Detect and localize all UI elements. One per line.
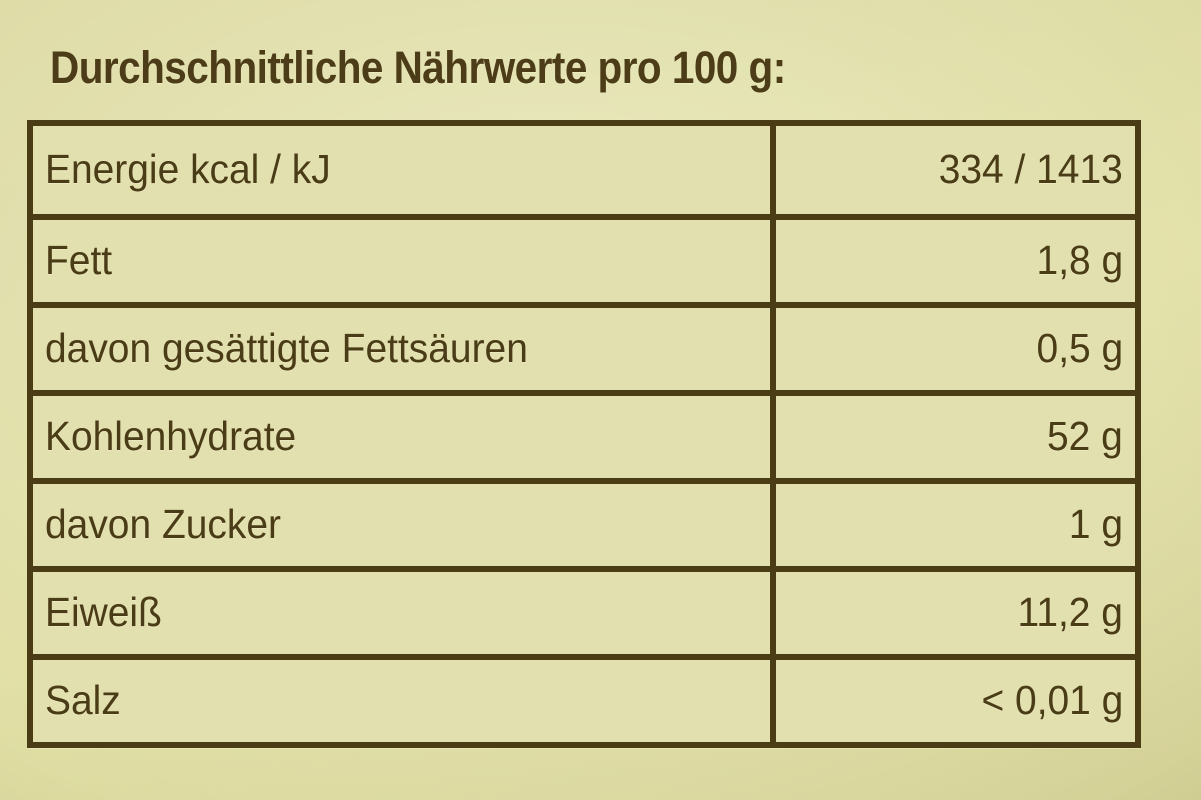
nutrient-value-cell: 11,2 g	[770, 566, 1135, 654]
nutrient-value-kohlenhydrate: 52 g	[1047, 413, 1123, 460]
nutrient-name-zucker: davon Zucker	[45, 501, 281, 548]
nutrient-name-cell: davon gesättigte Fettsäuren	[33, 302, 770, 390]
table-row: davon Zucker 1 g	[33, 478, 1135, 566]
nutrient-value-salz: < 0,01 g	[981, 677, 1123, 724]
nutrient-name-cell: Eiweiß	[33, 566, 770, 654]
nutrient-name-cell: Salz	[33, 654, 770, 742]
nutrient-value-energie: 334 / 1413	[938, 146, 1123, 193]
nutrient-value-gesaettigte-fettsaeuren: 0,5 g	[1036, 325, 1123, 372]
nutrient-name-salz: Salz	[45, 677, 121, 724]
page-title: Durchschnittliche Nährwerte pro 100 g:	[50, 42, 786, 93]
nutrient-name-eiweiss: Eiweiß	[45, 589, 162, 636]
nutrient-name-cell: Energie kcal / kJ	[33, 126, 770, 214]
table-row: Energie kcal / kJ 334 / 1413	[33, 126, 1135, 214]
nutrient-name-kohlenhydrate: Kohlenhydrate	[45, 413, 297, 460]
nutrient-value-cell: 1 g	[770, 478, 1135, 566]
nutrient-name-cell: davon Zucker	[33, 478, 770, 566]
nutrient-value-eiweiss: 11,2 g	[1017, 589, 1123, 636]
nutrient-value-zucker: 1 g	[1068, 501, 1123, 548]
nutrient-name-fett: Fett	[45, 237, 113, 284]
table-row: Salz < 0,01 g	[33, 654, 1135, 742]
nutrient-name-cell: Kohlenhydrate	[33, 390, 770, 478]
nutrient-name-cell: Fett	[33, 214, 770, 302]
table-row: davon gesättigte Fettsäuren 0,5 g	[33, 302, 1135, 390]
nutrition-table-body: Energie kcal / kJ 334 / 1413 Fett 1,8 g …	[33, 126, 1135, 742]
table-row: Eiweiß 11,2 g	[33, 566, 1135, 654]
nutrient-name-energie: Energie kcal / kJ	[45, 146, 331, 193]
table-row: Fett 1,8 g	[33, 214, 1135, 302]
nutrient-name-gesaettigte-fettsaeuren: davon gesättigte Fettsäuren	[45, 325, 528, 372]
nutrient-value-cell: 0,5 g	[770, 302, 1135, 390]
nutrient-value-cell: 52 g	[770, 390, 1135, 478]
nutrient-value-cell: 334 / 1413	[770, 126, 1135, 214]
nutrient-value-fett: 1,8 g	[1036, 237, 1123, 284]
nutrient-value-cell: < 0,01 g	[770, 654, 1135, 742]
nutrition-facts-table: Energie kcal / kJ 334 / 1413 Fett 1,8 g …	[27, 120, 1141, 748]
table-row: Kohlenhydrate 52 g	[33, 390, 1135, 478]
nutrient-value-cell: 1,8 g	[770, 214, 1135, 302]
